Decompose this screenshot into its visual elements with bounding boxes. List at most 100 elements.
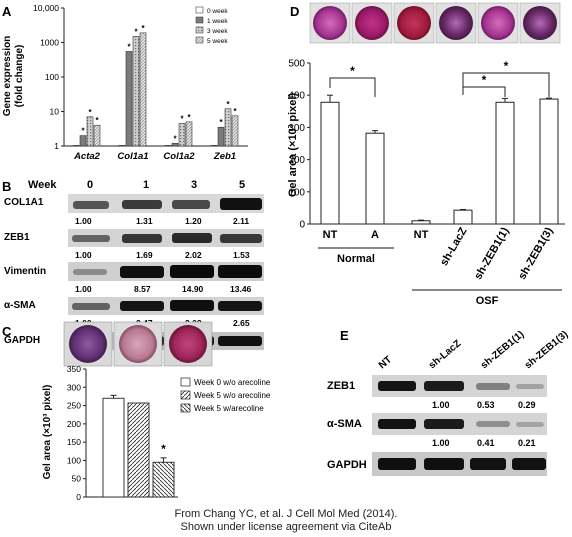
- gel-well-photo: [69, 325, 107, 363]
- blot-value: 2.65: [233, 318, 250, 328]
- significance-star: *: [88, 108, 92, 117]
- significance-star: *: [219, 118, 223, 127]
- blot-value: 1.00: [75, 216, 92, 226]
- panel-b-row-label-gapdh: GAPDH: [4, 335, 40, 346]
- y-tick-label: 250: [67, 401, 81, 411]
- panel-e-lane-shzeb1-1: sh-ZEB1(1): [479, 329, 527, 371]
- blot-band: [218, 265, 262, 278]
- panel-a-ylabel-line1: Gene expression: [2, 36, 13, 117]
- y-tick-label: 200: [67, 419, 81, 429]
- panel-e-row-label-asma: α-SMA: [327, 418, 362, 430]
- blot-band: [73, 201, 109, 209]
- legend-label-c0: Week 0 w/o arecoline: [194, 378, 271, 387]
- blot-band: [424, 458, 464, 470]
- panel-b-col-3: 5: [239, 179, 245, 191]
- significance-star: *: [504, 59, 509, 73]
- blot-value: 14.90: [182, 284, 204, 294]
- panel-e: E NT sh-LacZ sh-ZEB1(1) sh-ZEB1(3) ZEB1 …: [327, 328, 570, 476]
- significance-star: *: [161, 442, 166, 456]
- significance-star: *: [134, 27, 138, 36]
- blot-value: 0.29: [518, 400, 536, 410]
- blot-band: [378, 458, 416, 470]
- y-tick-label: 1000: [40, 38, 59, 48]
- gel-well-photo: [523, 6, 557, 40]
- bar: [127, 402, 150, 498]
- bar: [125, 51, 133, 147]
- blot-value: 13.46: [230, 284, 252, 294]
- legend-label-c1: Week 5 w/o arecoline: [194, 391, 271, 400]
- significance-bracket: [462, 72, 550, 97]
- legend-label-1week: 1 week: [207, 18, 228, 25]
- x-category-label: Zeb1: [213, 151, 236, 162]
- significance-star: *: [482, 73, 487, 87]
- blot-band: [516, 422, 544, 427]
- gel-well-photo: [313, 6, 347, 40]
- y-tick-label: 350: [67, 364, 81, 374]
- bar: [539, 98, 559, 225]
- blot-value: 1.69: [136, 250, 153, 260]
- significance-bracket: [462, 86, 506, 97]
- y-tick-label: 0: [299, 220, 305, 231]
- blot-band: [218, 301, 262, 311]
- panel-a-legend: 0 week 1 week 3 week 5 week: [195, 6, 228, 45]
- gel-well-photo: [119, 325, 157, 363]
- y-tick-label: 400: [288, 91, 305, 102]
- panel-b-row-label-vimentin: Vimentin: [4, 266, 46, 277]
- panel-b-row-label-zeb1: ZEB1: [4, 232, 30, 243]
- y-tick-label: 100: [45, 72, 59, 82]
- panel-e-row-label-gapdh: GAPDH: [327, 459, 367, 471]
- legend-label-0week: 0 week: [207, 8, 228, 15]
- bar: [224, 108, 232, 147]
- blot-band: [120, 301, 164, 311]
- y-tick-label: 200: [288, 155, 305, 166]
- y-tick-label: 500: [288, 59, 305, 70]
- blot-value: 1.53: [233, 250, 250, 260]
- bar: [79, 135, 87, 147]
- blot-value: 1.00: [75, 284, 92, 294]
- blot-value: 0.21: [518, 438, 536, 448]
- bar: [231, 115, 239, 147]
- panel-c-gel-photos: [63, 321, 213, 367]
- x-tick-label: NT: [323, 229, 338, 241]
- panel-b-row-label-col1a1: COL1A1: [4, 197, 44, 208]
- significance-star: *: [95, 116, 99, 125]
- bar: [72, 145, 80, 147]
- y-tick-label: 1: [54, 141, 59, 151]
- panel-e-row-label-zeb1: ZEB1: [327, 380, 355, 392]
- blot-value: 8.57: [134, 284, 151, 294]
- blot-band: [476, 421, 510, 427]
- blot-band: [516, 384, 544, 389]
- bar: [320, 101, 340, 225]
- blot-value: 2.02: [185, 250, 202, 260]
- blot-band: [73, 269, 107, 275]
- x-category-label: Col1a1: [117, 151, 148, 162]
- panel-e-lane-shzeb1-3: sh-ZEB1(3): [523, 329, 571, 371]
- bar: [495, 101, 515, 225]
- gel-well-photo: [439, 6, 473, 40]
- legend-swatch-1week: [195, 16, 204, 24]
- gel-well-photo: [481, 6, 515, 40]
- significance-star: *: [233, 107, 237, 116]
- caption-line-2: Shown under license agreement via CiteAb: [180, 521, 392, 533]
- panel-e-lane-nt: NT: [377, 354, 394, 371]
- legend-label-c2: Week 5 w/arecoline: [194, 404, 264, 413]
- panel-c-ylabel: Gel area (×10³ pixel): [42, 385, 53, 480]
- bar: [171, 142, 179, 147]
- blot-value: 1.20: [185, 216, 202, 226]
- bar: [132, 36, 140, 147]
- panel-b-col-0: 0: [87, 179, 93, 191]
- blot-band: [122, 200, 162, 209]
- blot-band: [512, 458, 546, 470]
- x-category-label: Col1a2: [163, 151, 195, 162]
- significance-star: *: [350, 64, 355, 78]
- blot-band: [424, 381, 464, 391]
- significance-star: *: [226, 100, 230, 109]
- blot-band: [122, 234, 162, 243]
- panel-b-col-1: 1: [143, 179, 149, 191]
- blot-band: [424, 419, 464, 429]
- x-tick-label: sh-ZEB1(1): [472, 225, 512, 282]
- bar: [217, 126, 225, 147]
- panel-b-letter: B: [2, 179, 11, 194]
- panel-e-letter: E: [340, 328, 349, 343]
